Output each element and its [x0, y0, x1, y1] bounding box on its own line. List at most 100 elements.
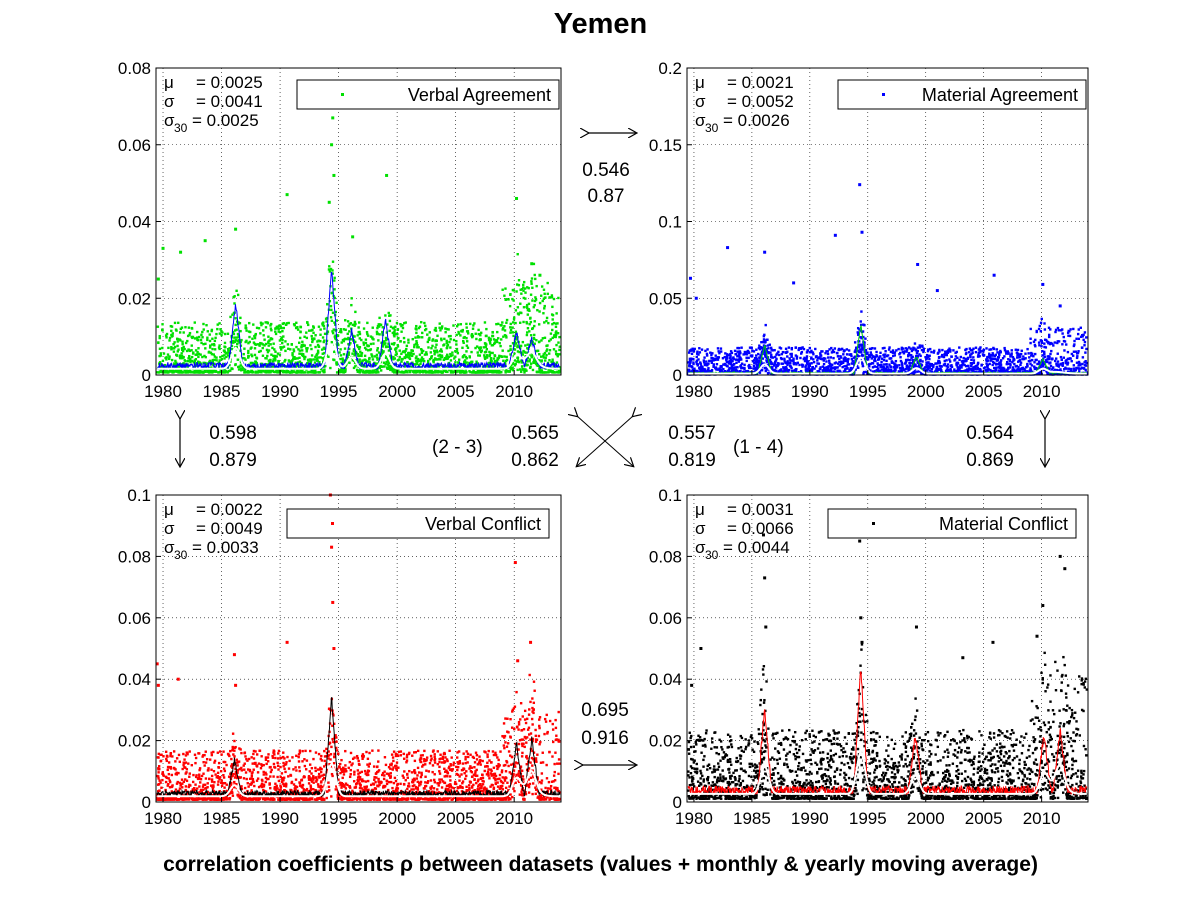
data-point: [821, 369, 825, 372]
data-point: [162, 368, 166, 371]
data-point: [205, 362, 209, 365]
data-point: [268, 370, 271, 374]
data-point: [190, 344, 193, 347]
data-point: [1041, 354, 1044, 357]
data-point: [210, 366, 213, 369]
data-point: [992, 366, 996, 370]
data-point: [554, 322, 558, 325]
data-point: [977, 361, 980, 365]
data-point: [901, 350, 905, 354]
data-point: [517, 279, 521, 282]
data-point: [360, 363, 363, 366]
data-point: [959, 364, 962, 367]
data-point: [489, 370, 492, 374]
data-point: [271, 346, 274, 350]
data-point: [766, 359, 769, 363]
data-point: [1053, 368, 1057, 372]
data-point: [268, 369, 272, 372]
data-point: [421, 349, 425, 353]
data-point: [948, 347, 951, 350]
data-point: [829, 364, 833, 367]
data-point: [977, 348, 981, 351]
data-point: [556, 355, 559, 358]
data-point: [172, 371, 175, 374]
data-point: [705, 352, 709, 356]
data-point: [873, 365, 876, 368]
data-point: [232, 311, 236, 315]
data-point: [247, 354, 250, 358]
data-point: [498, 371, 501, 374]
data-point: [721, 357, 725, 360]
data-point: [449, 359, 453, 362]
data-point: [516, 344, 519, 347]
data-point: [380, 351, 383, 354]
data-point: [751, 349, 754, 352]
data-point: [271, 360, 275, 363]
data-point: [764, 323, 767, 327]
data-point: [383, 340, 386, 343]
data-point: [532, 336, 536, 340]
data-point: [354, 365, 357, 368]
data-point: [754, 368, 757, 371]
data-point: [168, 355, 171, 358]
data-point: [810, 362, 813, 365]
data-point: [311, 339, 314, 342]
data-point: [1037, 362, 1041, 365]
data-point: [912, 370, 916, 373]
data-point: [990, 354, 993, 357]
data-point: [892, 354, 895, 358]
data-point: [249, 370, 252, 374]
data-point: [922, 347, 926, 351]
data-point: [353, 323, 356, 326]
data-point: [401, 350, 405, 354]
data-point: [710, 368, 714, 372]
data-point: [704, 371, 707, 374]
data-point: [514, 309, 518, 312]
data-point: [886, 354, 890, 357]
data-point: [180, 357, 183, 360]
data-point: [189, 360, 192, 364]
data-point: [381, 340, 385, 344]
data-point: [213, 358, 216, 361]
data-point: [831, 349, 835, 352]
data-point: [291, 357, 295, 361]
data-point: [194, 358, 198, 361]
data-point: [243, 357, 246, 360]
data-point: [253, 342, 257, 346]
data-point: [1072, 344, 1076, 348]
data-point: [391, 368, 394, 372]
data-point: [543, 321, 546, 324]
data-point: [170, 358, 174, 362]
data-point: [329, 366, 332, 370]
data-point: [950, 370, 953, 373]
data-point: [276, 327, 280, 330]
data-point: [274, 359, 277, 362]
data-point: [554, 335, 557, 339]
data-point: [165, 358, 168, 361]
data-point: [485, 371, 489, 374]
data-point: [1017, 365, 1020, 369]
data-point: [323, 365, 326, 368]
data-point: [906, 367, 909, 370]
data-point: [358, 347, 361, 351]
legend-label: Verbal Agreement: [408, 85, 551, 105]
data-point: [545, 353, 548, 357]
data-point: [375, 356, 379, 359]
data-point: [171, 334, 174, 338]
data-point: [862, 372, 865, 375]
data-point: [832, 366, 835, 369]
data-point: [423, 353, 427, 356]
data-point: [482, 368, 486, 372]
data-point: [546, 281, 549, 285]
data-point: [512, 316, 516, 319]
data-point: [533, 303, 536, 307]
data-point: [263, 344, 266, 347]
data-point: [172, 347, 176, 350]
data-point: [911, 370, 914, 374]
data-point: [786, 371, 790, 374]
data-point: [380, 365, 384, 368]
data-point: [760, 341, 763, 344]
data-point: [1021, 366, 1025, 370]
data-point: [784, 367, 787, 371]
data-point: [340, 341, 343, 344]
